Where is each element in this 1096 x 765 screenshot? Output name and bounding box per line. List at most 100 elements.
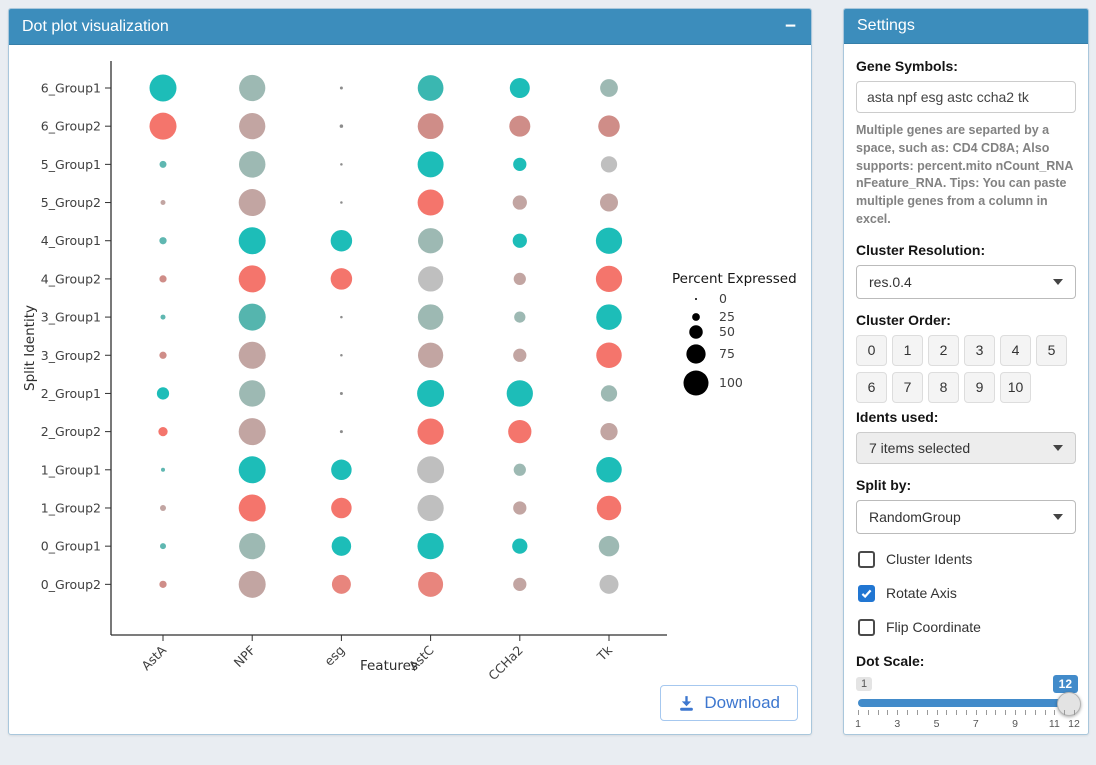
slider-minor-tick	[887, 709, 889, 715]
cluster-order-button-1[interactable]: 1	[892, 334, 923, 366]
slider-minor-tick	[1024, 709, 1026, 715]
chevron-down-icon	[1053, 278, 1063, 285]
cluster-resolution-select[interactable]: res.0.4	[856, 264, 1076, 299]
svg-text:100: 100	[719, 375, 743, 390]
svg-text:esg: esg	[321, 643, 347, 669]
svg-text:Tk: Tk	[593, 642, 615, 664]
slider-minor-tick	[926, 709, 928, 715]
idents-used-dropdown[interactable]: 7 items selected	[856, 431, 1076, 464]
svg-text:25: 25	[719, 309, 735, 324]
slider-track[interactable]	[858, 691, 1081, 716]
checkbox-rotate-axis[interactable]: Rotate Axis	[858, 584, 1074, 602]
slider-minor-tick	[897, 709, 899, 715]
download-icon	[678, 695, 695, 712]
slider-tick-labels: 1 3 5 7 9 11 12	[855, 717, 1080, 732]
slider-handle[interactable]	[1057, 691, 1081, 716]
slider-minor-tick	[985, 709, 987, 715]
cluster-order-button-2[interactable]: 2	[928, 334, 959, 366]
cluster-order-grid: 0 1 2 3 4 5 6 7 8 9 10	[856, 334, 1076, 403]
svg-text:4_Group2: 4_Group2	[41, 271, 101, 286]
slider-minor-tick	[1034, 709, 1036, 715]
slider-minor-tick	[946, 709, 948, 715]
svg-text:50: 50	[719, 324, 735, 339]
idents-used-label: Idents used:	[856, 408, 939, 425]
cluster-order-button-5[interactable]: 5	[1036, 334, 1067, 366]
slider-tick-label: 7	[972, 717, 979, 730]
split-by-label: Split by:	[856, 476, 912, 493]
dot-scale-label: Dot Scale:	[856, 652, 925, 669]
checkbox-flip-coordinate[interactable]: Flip Coordinate	[858, 618, 1074, 636]
checkbox-label: Rotate Axis	[886, 585, 957, 601]
cluster-order-button-10[interactable]: 10	[1000, 371, 1031, 403]
dot-scale-slider[interactable]: 1 12 1 3 5 7 9 11 12	[855, 674, 1081, 755]
slider-minor-tick	[877, 709, 879, 715]
settings-header: Settings	[844, 9, 1088, 44]
plot-panel-header: Dot plot visualization −	[9, 9, 811, 45]
slider-minor-ticks	[858, 709, 1075, 716]
slider-tick-label: 1	[855, 717, 861, 730]
download-button[interactable]: Download	[660, 685, 798, 721]
slider-tick-label: 9	[1012, 717, 1018, 730]
checkbox-cluster-idents[interactable]: Cluster Idents	[858, 550, 1074, 568]
dot-plot-panel: Dot plot visualization − 6_Group1 6_Group…	[8, 8, 812, 735]
svg-text:NPF: NPF	[231, 643, 259, 671]
gene-symbols-label: Gene Symbols:	[856, 58, 958, 74]
svg-text:4_Group1: 4_Group1	[41, 233, 101, 248]
svg-text:CCHa2: CCHa2	[485, 643, 526, 684]
svg-text:5_Group2: 5_Group2	[41, 195, 101, 210]
cluster-order-button-4[interactable]: 4	[1000, 334, 1031, 366]
slider-value-badge: 12	[1052, 674, 1078, 693]
svg-text:6_Group1: 6_Group1	[41, 81, 101, 96]
settings-title: Settings	[857, 17, 915, 34]
checkbox-unchecked-icon[interactable]	[858, 618, 875, 636]
split-by-select[interactable]: RandomGroup	[856, 499, 1076, 534]
collapse-button[interactable]: −	[784, 16, 796, 37]
gene-symbols-input[interactable]	[856, 81, 1076, 113]
svg-text:1_Group2: 1_Group2	[41, 500, 101, 515]
slider-minor-tick	[1064, 709, 1066, 715]
dot-plot-svg: 6_Group1 6_Group2 5_Group1 5_Group2 4_Group1…	[22, 61, 797, 684]
cluster-order-button-8[interactable]: 8	[928, 371, 959, 403]
slider-minor-tick	[858, 709, 859, 715]
svg-text:1_Group1: 1_Group1	[41, 462, 101, 477]
slider-tick-label: 3	[894, 717, 901, 730]
slider-minor-tick	[1005, 709, 1007, 715]
slider-minor-tick	[1044, 709, 1046, 715]
settings-panel: Settings Gene Symbols: Multiple genes ar…	[843, 8, 1089, 735]
split-by-value: RandomGroup	[869, 508, 961, 525]
slider-minor-tick	[916, 709, 918, 715]
svg-text:Features: Features	[360, 658, 418, 674]
svg-text:0_Group2: 0_Group2	[41, 577, 101, 592]
slider-minor-tick	[1054, 709, 1056, 715]
slider-minor-tick	[1015, 709, 1017, 715]
svg-text:6_Group2: 6_Group2	[41, 119, 101, 134]
settings-body: Gene Symbols: Multiple genes are separte…	[844, 44, 1088, 765]
cluster-resolution-value: res.0.4	[869, 273, 912, 290]
svg-text:3_Group1: 3_Group1	[41, 310, 101, 325]
slider-minor-tick	[975, 709, 977, 715]
cluster-order-button-7[interactable]: 7	[892, 371, 923, 403]
cluster-order-button-9[interactable]: 9	[964, 371, 995, 403]
slider-tick-label: 12	[1068, 717, 1080, 730]
svg-text:Percent Expressed: Percent Expressed	[672, 271, 797, 287]
svg-text:Split Identity: Split Identity	[22, 305, 38, 391]
cluster-order-button-6[interactable]: 6	[856, 371, 887, 403]
chevron-down-icon	[1053, 444, 1063, 451]
cluster-order-button-0[interactable]: 0	[856, 334, 887, 366]
checkbox-checked-icon[interactable]	[858, 584, 875, 602]
download-button-label: Download	[704, 693, 780, 712]
slider-minor-tick	[936, 709, 938, 715]
svg-text:5_Group1: 5_Group1	[41, 157, 101, 172]
slider-minor-tick	[956, 709, 958, 715]
gene-symbols-help: Multiple genes are separted by a space, …	[856, 123, 1073, 226]
checkbox-unchecked-icon[interactable]	[858, 550, 875, 568]
svg-text:2_Group1: 2_Group1	[41, 386, 101, 401]
cluster-order-button-3[interactable]: 3	[964, 334, 995, 366]
cluster-order-label: Cluster Order:	[856, 311, 951, 328]
slider-minor-tick	[1074, 709, 1075, 715]
svg-text:75: 75	[719, 346, 735, 361]
slider-min-badge: 1	[856, 676, 873, 691]
svg-text:2_Group2: 2_Group2	[41, 424, 101, 439]
slider-minor-tick	[907, 709, 909, 715]
checkbox-label: Flip Coordinate	[886, 619, 981, 635]
